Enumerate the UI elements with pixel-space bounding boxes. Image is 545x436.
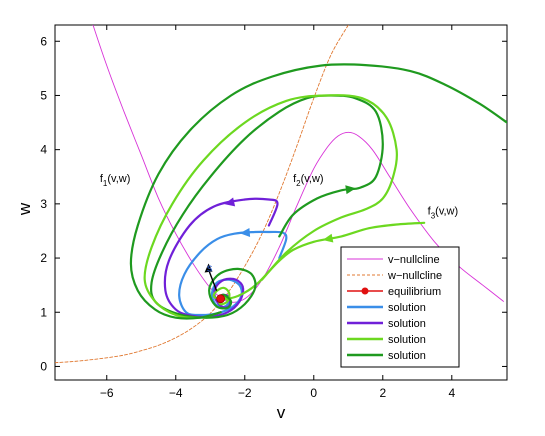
legend-label: solution: [388, 334, 426, 346]
y-tick-label: 6: [40, 34, 47, 48]
curve-annotation: s: [207, 263, 213, 275]
y-tick-label: 0: [40, 359, 47, 373]
legend-label: solution: [388, 318, 426, 330]
y-axis-label: w: [15, 202, 34, 216]
trajectory-curve: [129, 63, 507, 320]
legend-label: v−nullcline: [388, 254, 440, 266]
axis-ticks: −6 −4 −2 0 2 4 0 1 2 3 4 5 6: [40, 25, 507, 400]
curves: [55, 25, 507, 364]
x-tick-label: 0: [310, 386, 317, 400]
y-tick-label: 5: [40, 88, 47, 102]
x-axis-label: v: [277, 403, 286, 422]
curve-annotation: f2(v,w): [293, 173, 324, 188]
x-tick-label: 4: [448, 386, 455, 400]
y-tick-label: 1: [40, 305, 47, 319]
legend-marker: [361, 287, 369, 295]
legend-label: w−nullcline: [387, 270, 442, 282]
x-tick-label: −6: [100, 386, 114, 400]
w-nullcline-curve: [55, 25, 349, 364]
direction-arrow: [322, 233, 334, 243]
solution-curve: [150, 94, 384, 319]
x-tick-label: −4: [169, 386, 183, 400]
y-tick-label: 3: [40, 197, 47, 211]
v-nullcline-curve: [92, 25, 504, 303]
direction-arrow: [224, 197, 236, 207]
direction-arrow: [239, 227, 251, 237]
legend-label: solution: [388, 302, 426, 314]
eigen-arrow-shaft: [207, 269, 218, 291]
legend-label: equilibrium: [388, 286, 441, 298]
x-tick-label: −2: [238, 386, 252, 400]
eigen-arrow-head: [204, 263, 213, 273]
curve-annotation: f1(v,w): [100, 173, 131, 188]
y-tick-label: 2: [40, 251, 47, 265]
y-tick-label: 4: [40, 143, 47, 157]
curve-annotation: f3(v,w): [428, 206, 459, 221]
trajectory-curve: [143, 94, 398, 319]
legend: v−nullcline w−nullcline equilibrium solutio…: [340, 246, 460, 368]
equilibrium-point: [216, 294, 226, 304]
x-tick-label: 2: [379, 386, 386, 400]
annotations: f1(v,w) f2(v,w) f3(v,w) s: [100, 173, 458, 274]
direction-arrow: [345, 185, 356, 195]
legend-label: solution: [388, 350, 426, 362]
